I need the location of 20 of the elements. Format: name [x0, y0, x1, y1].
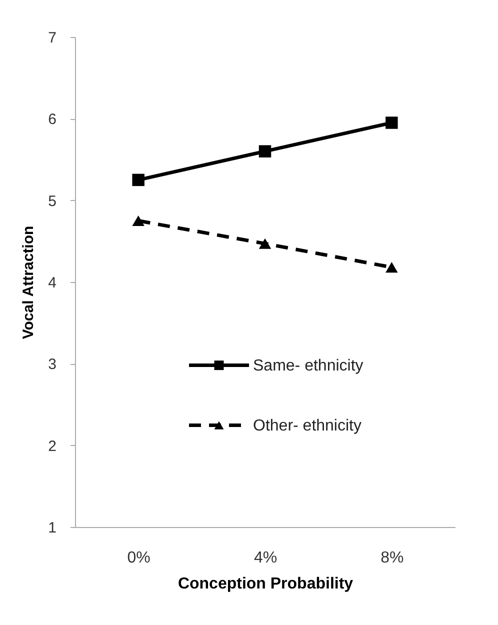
x-tick-label: 8%: [380, 550, 404, 566]
point: [386, 116, 398, 129]
y-tick-label: 6: [48, 111, 56, 128]
legend-label: Other- ethnicity: [253, 417, 362, 434]
y-tick-label: 1: [48, 520, 56, 536]
x-axis-title: Conception Probability: [178, 576, 354, 592]
point: [132, 215, 144, 226]
point: [258, 145, 272, 158]
y-tick-label: 3: [48, 356, 56, 374]
y-axis-title: Vocal Attraction: [20, 226, 38, 340]
point: [258, 238, 272, 249]
point: [132, 174, 144, 186]
y-tick-label: 2: [48, 438, 56, 455]
legend-label: Same- ethnicity: [253, 357, 364, 374]
y-tick-label: 5: [48, 192, 56, 210]
point: [386, 262, 398, 273]
y-tick-label: 7: [48, 30, 56, 46]
x-tick-label: 4%: [254, 550, 278, 566]
x-tick-label: 0%: [127, 550, 150, 566]
y-tick-label: 4: [48, 274, 56, 292]
